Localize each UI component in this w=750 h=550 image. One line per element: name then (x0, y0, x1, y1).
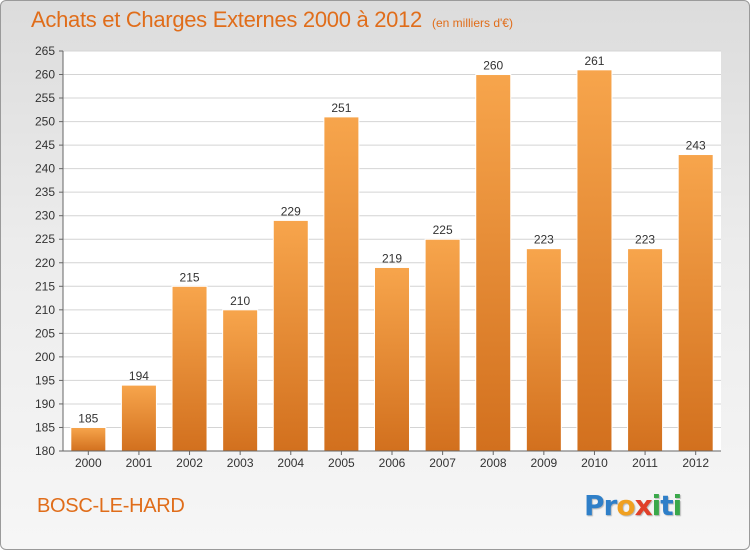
logo-letter: i (672, 489, 683, 522)
y-tick-label: 255 (35, 91, 55, 105)
y-tick-label: 205 (35, 326, 55, 340)
x-tick-label: 2009 (530, 456, 557, 470)
x-tick-label: 2007 (429, 456, 456, 470)
data-label: 219 (382, 251, 402, 265)
bar-2010 (576, 69, 613, 452)
data-label: 261 (584, 54, 604, 68)
axis-layer: 180 185 190 195 200 205 210 215 220 225 230 235 240 2… (35, 44, 721, 470)
x-tick-label: 2010 (581, 456, 608, 470)
proxiti-logo[interactable]: Proxiti (584, 489, 683, 522)
y-tick-label: 250 (35, 115, 55, 129)
data-label: 223 (635, 233, 655, 247)
x-tick-label: 2001 (126, 456, 153, 470)
data-label: 215 (180, 270, 200, 284)
bar-2001 (120, 384, 157, 452)
data-label: 185 (78, 411, 98, 425)
y-tick-label: 215 (35, 279, 55, 293)
bar-2006 (374, 266, 410, 452)
y-tick-label: 195 (35, 373, 55, 387)
x-tick-label: 2011 (632, 456, 658, 470)
x-tick-label: 2004 (277, 456, 304, 470)
y-tick-label: 200 (35, 350, 55, 364)
bar-2003 (222, 309, 259, 452)
logo-letter: i (651, 489, 662, 522)
bar-2011 (627, 248, 664, 452)
commune-name: BOSC-LE-HARD (37, 495, 185, 517)
bar-2005 (323, 116, 360, 452)
data-label: 223 (534, 233, 554, 247)
bar-2012 (677, 154, 714, 452)
chart-subtitle: (en milliers d'€) (431, 16, 513, 30)
bar-2007 (424, 238, 461, 452)
data-label: 251 (331, 101, 351, 115)
logo-letter: o (616, 489, 635, 522)
bar-2004 (272, 219, 309, 452)
data-label: 194 (129, 369, 149, 383)
x-tick-label: 2006 (379, 456, 406, 470)
data-label: 229 (281, 204, 301, 218)
y-tick-label: 210 (35, 303, 55, 317)
y-tick-label: 220 (35, 256, 55, 270)
bar-layer: 185 194 215 210 229 251 219 225 260 223 261 223 243 (70, 54, 714, 452)
y-tick-label: 230 (35, 209, 55, 223)
x-tick-label: 2000 (75, 456, 102, 470)
y-tick-label: 235 (35, 185, 55, 199)
logo-letter: t (660, 489, 673, 522)
x-tick-label: 2002 (176, 456, 203, 470)
data-label: 210 (230, 294, 250, 308)
data-label: 225 (433, 223, 453, 237)
y-tick-label: 245 (35, 138, 55, 152)
bar-2009 (525, 248, 562, 452)
y-tick-label: 260 (35, 68, 55, 82)
chart-title: Achats et Charges Externes 2000 à 2012 (e… (31, 7, 513, 33)
x-tick-label: 2008 (480, 456, 507, 470)
logo-letter: r (603, 489, 618, 522)
x-tick-label: 2012 (682, 456, 709, 470)
data-label: 243 (686, 139, 706, 153)
x-tick-label: 2003 (227, 456, 254, 470)
bar-2002 (171, 285, 208, 452)
y-tick-label: 265 (35, 44, 55, 58)
logo-letter: P (584, 489, 605, 522)
y-tick-label: 240 (35, 162, 55, 176)
y-tick-label: 185 (35, 420, 55, 434)
y-tick-label: 225 (35, 232, 55, 246)
bar-2000 (70, 426, 107, 452)
y-tick-label: 180 (35, 444, 55, 458)
data-label: 260 (483, 59, 503, 73)
chart-title-text: Achats et Charges Externes 2000 à 2012 (31, 7, 422, 32)
bar-2008 (475, 74, 512, 452)
logo-letter: x (634, 489, 653, 522)
x-tick-label: 2005 (328, 456, 355, 470)
y-tick-label: 190 (35, 397, 55, 411)
